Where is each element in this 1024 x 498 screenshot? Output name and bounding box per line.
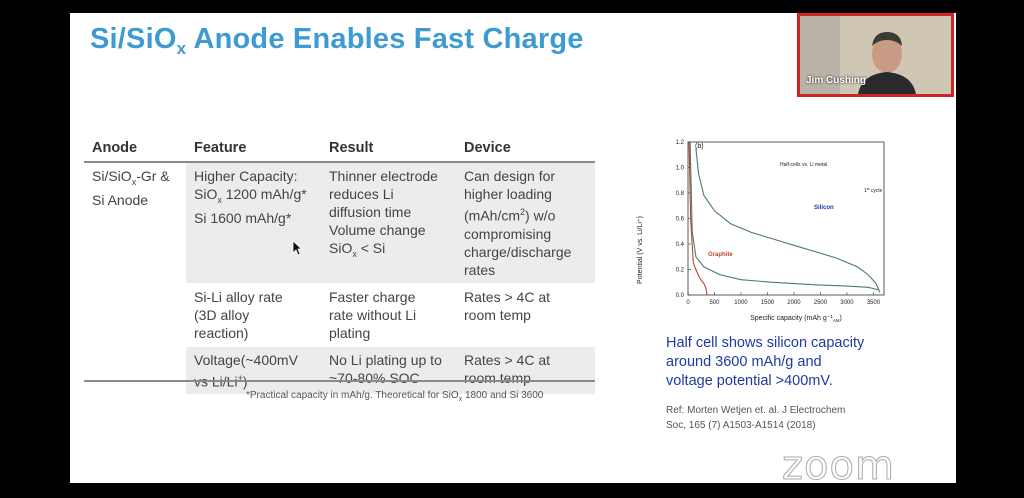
table-row: Si/SiOx-Gr & Si Anode Higher Capacity: S…: [84, 162, 595, 284]
x-tick-label: 1500: [761, 300, 775, 306]
device-cell: Rates > 4C at room temp: [456, 282, 595, 347]
panel-label: (b): [695, 143, 704, 150]
table-header-row: Anode Feature Result Device: [84, 134, 595, 163]
y-tick-label: 1.2: [676, 140, 685, 146]
x-tick-label: 2000: [787, 300, 801, 306]
series-line-graphite: [688, 141, 708, 296]
y-axis-label: Potential (V vs. Li/Li⁺): [637, 216, 644, 284]
y-tick-label: 0.6: [676, 217, 685, 223]
y-tick-label: 0.4: [676, 242, 685, 248]
anode-cell: Si/SiOx-Gr & Si Anode: [92, 168, 170, 208]
series-group: [688, 141, 881, 296]
x-axis-label: Specific capacity (mAh g⁻¹AM): [750, 315, 842, 323]
reference-citation: Ref: Morten Wetjen et. al. J Electrochem…: [666, 405, 846, 431]
capacity-voltage-chart: 0.0 0.2 0.4 0.6 0.8 1.0 1.2 0 500 1000 1500 2000 25…: [628, 130, 890, 330]
table-bottom-rule: [84, 380, 595, 382]
x-tick-label: 2500: [814, 300, 828, 306]
mouse-pointer-icon: [292, 240, 302, 256]
table-row: Voltage(~400mV vs Li/Li+) No Li plating …: [84, 345, 595, 395]
series-line-silicon-delithiation: [689, 141, 879, 291]
feature-cell: Higher Capacity: SiOx 1200 mAh/g* Si 160…: [186, 162, 321, 284]
x-tick-label: 500: [709, 300, 720, 306]
y-tick-label: 0.8: [676, 191, 685, 197]
result-cell: Thinner electrode reduces Li diffusion t…: [321, 162, 456, 284]
table-row: Si-Li alloy rate (3D alloy reaction) Fas…: [84, 282, 595, 347]
device-cell: Rates > 4C at room temp: [456, 345, 595, 395]
feature-cell: Si-Li alloy rate (3D alloy reaction): [186, 282, 321, 347]
column-header-result: Result: [321, 134, 456, 163]
series-line-silicon: [695, 148, 881, 293]
participant-name: Jim Cushing: [806, 75, 867, 86]
zoom-watermark: zoom: [782, 443, 895, 490]
column-header-anode: Anode: [84, 134, 186, 163]
participant-video-tile[interactable]: Jim Cushing: [797, 13, 954, 97]
column-header-device: Device: [456, 134, 595, 163]
x-tick-label: 1000: [734, 300, 748, 306]
table-footnote: *Practical capacity in mAh/g. Theoretica…: [246, 390, 544, 403]
chart-caption: Half cell shows silicon capacity around …: [666, 335, 865, 389]
graphite-series-label: Graphite: [708, 252, 733, 258]
x-axis: 0 500 1000 1500 2000 2500 3000 3500: [686, 292, 881, 306]
y-tick-label: 0.0: [676, 293, 685, 299]
chart-note: Half-cells vs. Li metal: [780, 162, 827, 168]
device-cell: Can design for higher loading (mAh/cm2) …: [456, 162, 595, 284]
column-header-feature: Feature: [186, 134, 321, 163]
participant-video-feed: [800, 16, 951, 94]
cycle-label: 1st cycle: [864, 187, 883, 194]
slide-title: Si/SiOx Anode Enables Fast Charge: [90, 23, 584, 58]
y-tick-label: 0.2: [676, 268, 685, 274]
result-cell: No Li plating up to ~70-80% SOC: [321, 345, 456, 395]
anode-comparison-table: Anode Feature Result Device Si/SiOx-Gr &…: [84, 134, 595, 395]
x-tick-label: 3500: [867, 300, 881, 306]
x-tick-label: 0: [686, 300, 690, 306]
result-cell: Faster charge rate without Li plating: [321, 282, 456, 347]
silicon-series-label: Silicon: [814, 205, 834, 211]
y-tick-label: 1.0: [676, 166, 685, 172]
feature-cell: Voltage(~400mV vs Li/Li+): [186, 345, 321, 395]
x-tick-label: 3000: [840, 300, 854, 306]
